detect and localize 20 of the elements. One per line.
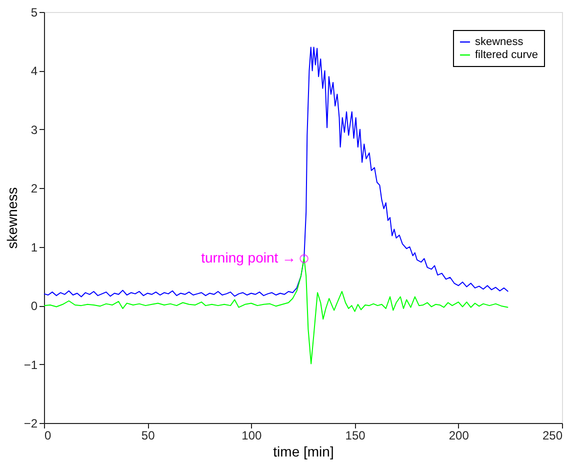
x-tick-label: 250 (542, 428, 563, 442)
x-tick-label: 50 (141, 428, 156, 442)
y-axis-title: skewness (4, 187, 20, 249)
y-tick-label: 5 (30, 6, 38, 20)
legend-label: skewness (475, 36, 524, 48)
y-tick-label: −1 (24, 358, 38, 372)
y-tick-label: 2 (30, 182, 38, 196)
x-tick-label: 150 (345, 428, 366, 442)
y-tick-label: 1 (30, 240, 38, 254)
legend-label: filtered curve (475, 49, 538, 61)
line-series (44, 46, 509, 298)
x-axis-title: time [min] (273, 444, 334, 460)
x-tick-label: 200 (448, 428, 470, 442)
annotation: turning point → (201, 250, 296, 266)
y-tick-label: 4 (30, 64, 38, 78)
y-tick-label: 0 (30, 299, 38, 314)
y-tick-label: 3 (30, 122, 38, 137)
y-tick-label: −2 (24, 416, 38, 430)
x-tick-label: 0 (44, 428, 52, 442)
x-tick-label: 100 (242, 428, 262, 442)
